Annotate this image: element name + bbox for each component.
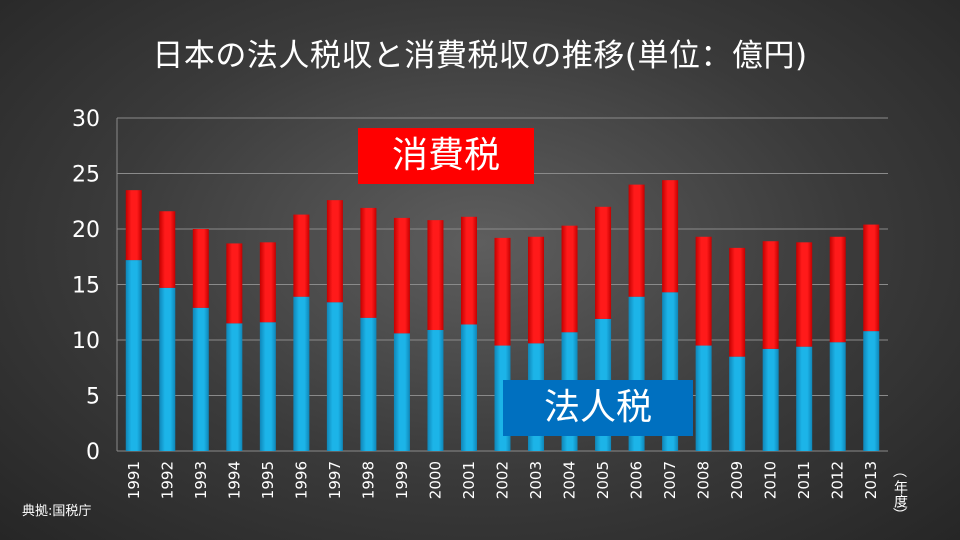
bar-consumption-tax-2012 [829, 236, 846, 343]
bar-corporate-tax-1994 [226, 323, 243, 451]
bar-corporate-tax-1997 [326, 302, 343, 451]
x-tick-label: 1994 [225, 461, 243, 499]
consumption-tax-label: 消費税 [358, 128, 534, 184]
bar-consumption-tax-1991 [125, 190, 142, 261]
x-axis-tick-labels: 1991 1992 1993 1994 1995 1996 1997 1998 1999 2000… [125, 461, 880, 499]
y-tick-label: 10 [72, 329, 100, 354]
bar-consumption-tax-2013 [863, 224, 880, 332]
bar-consumption-tax-1997 [326, 200, 343, 303]
chart-title: 日本の法人税収と消費税収の推移(単位：億円) [152, 38, 808, 74]
x-tick-label: 2000 [426, 461, 444, 499]
x-tick-label: 2011 [795, 461, 813, 499]
x-tick-label: 1996 [292, 461, 310, 499]
bar-corporate-tax-1995 [259, 322, 276, 451]
bar-corporate-tax-2012 [829, 342, 846, 451]
x-tick-label: 2006 [628, 461, 646, 499]
source-note: 典拠:国税庁 [22, 504, 92, 519]
x-tick-label: 1995 [259, 461, 277, 499]
bar-corporate-tax-1996 [293, 296, 310, 451]
bar-consumption-tax-2010 [762, 241, 779, 349]
bar-consumption-tax-1992 [159, 211, 176, 288]
bar-corporate-tax-1998 [360, 317, 377, 451]
bar-consumption-tax-2003 [528, 236, 545, 344]
bar-consumption-tax-1998 [360, 207, 377, 318]
bar-corporate-tax-2010 [762, 348, 779, 451]
x-tick-label: 2004 [561, 461, 579, 499]
x-axis-unit: ︵ 年度 ︶ [890, 464, 910, 524]
bar-corporate-tax-1993 [192, 307, 209, 451]
x-tick-label: 2001 [460, 461, 478, 499]
x-tick-label: 1991 [125, 461, 143, 499]
bar-corporate-tax-2009 [729, 356, 746, 451]
x-tick-label: 2012 [829, 461, 847, 499]
bar-consumption-tax-2004 [561, 225, 578, 333]
x-tick-label: 2003 [527, 461, 545, 499]
y-tick-label: 20 [72, 218, 100, 243]
y-tick-label: 15 [72, 274, 100, 299]
bar-corporate-tax-2001 [460, 324, 477, 451]
bar-corporate-tax-2013 [863, 331, 880, 451]
x-tick-label: 1992 [158, 461, 176, 499]
y-tick-label: 5 [86, 385, 100, 410]
bar-corporate-tax-2008 [695, 345, 712, 451]
bar-consumption-tax-2002 [494, 237, 511, 346]
bar-corporate-tax-2011 [796, 346, 813, 451]
x-tick-label: 2010 [762, 461, 780, 499]
bar-consumption-tax-2000 [427, 220, 444, 331]
x-tick-label: 2013 [862, 461, 880, 499]
bar-consumption-tax-2006 [628, 184, 645, 297]
corporate-tax-label: 法人税 [503, 380, 693, 436]
x-unit-paren-open: ︵ [893, 464, 907, 480]
y-tick-label: 30 [72, 107, 100, 132]
y-axis-tick-labels: 0 5 10 15 20 25 30 [72, 107, 100, 465]
bar-consumption-tax-1996 [293, 214, 310, 297]
x-tick-label: 2007 [661, 461, 679, 499]
x-tick-label: 2002 [494, 461, 512, 499]
bar-consumption-tax-1994 [226, 243, 243, 324]
y-tick-label: 25 [72, 163, 100, 188]
bar-corporate-tax-1999 [393, 333, 410, 451]
x-tick-label: 1997 [326, 461, 344, 499]
bar-corporate-tax-1992 [159, 287, 176, 451]
bar-corporate-tax-2000 [427, 330, 444, 451]
x-tick-label: 1998 [359, 461, 377, 499]
x-unit-text: 年度 [892, 480, 908, 508]
bar-consumption-tax-2009 [729, 247, 746, 357]
y-tick-label: 0 [86, 440, 100, 465]
bar-corporate-tax-1991 [125, 260, 142, 451]
bars [125, 180, 880, 451]
x-tick-label: 2008 [695, 461, 713, 499]
x-tick-label: 1999 [393, 461, 411, 499]
bar-consumption-tax-2008 [695, 236, 712, 346]
bar-consumption-tax-1999 [393, 217, 410, 334]
x-unit-paren-close: ︶ [893, 508, 907, 524]
bar-consumption-tax-1995 [259, 242, 276, 323]
bar-consumption-tax-1993 [192, 229, 209, 308]
bar-consumption-tax-2001 [460, 216, 477, 325]
bar-consumption-tax-2011 [796, 242, 813, 347]
bar-consumption-tax-2007 [662, 180, 679, 293]
x-tick-label: 2005 [594, 461, 612, 499]
x-tick-label: 1993 [192, 461, 210, 499]
x-tick-label: 2009 [728, 461, 746, 499]
bar-consumption-tax-2005 [595, 206, 612, 319]
